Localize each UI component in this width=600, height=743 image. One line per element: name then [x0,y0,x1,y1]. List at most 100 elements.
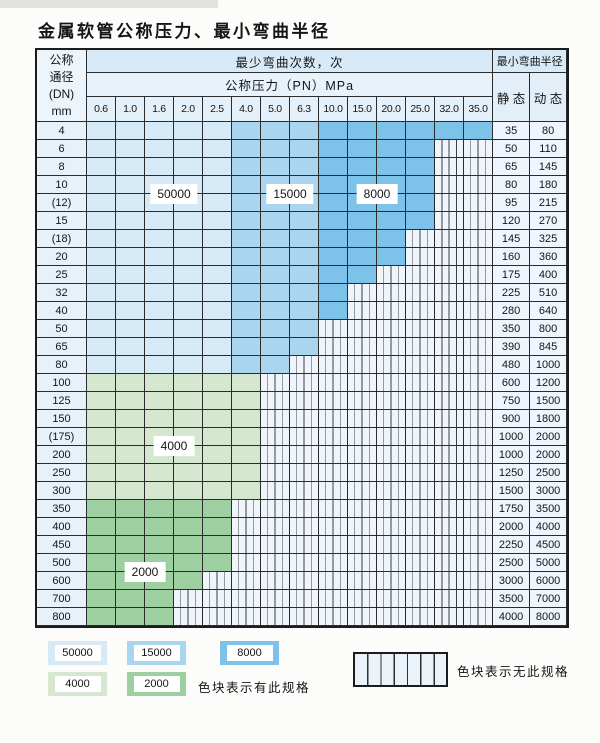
spec-cell-available [87,230,116,248]
spec-cell-available [290,122,319,140]
spec-cell-available [261,212,290,230]
spec-cell-unavailable [319,500,348,518]
spec-cell-available [319,140,348,158]
dn-cell: 25 [37,266,87,284]
spec-cell-available [232,284,261,302]
legend-unavailable-label: 色块表示无此规格 [457,665,570,679]
dynamic-radius-cell: 1000 [530,356,568,374]
spec-cell-unavailable [435,464,464,482]
dn-cell: 15 [37,212,87,230]
spec-cell-available [116,158,145,176]
dn-cell: 20 [37,248,87,266]
pressure-col-header: 1.6 [145,97,174,122]
spec-cell-available [377,122,406,140]
spec-cell-unavailable [377,536,406,554]
dynamic-radius-cell: 4500 [530,536,568,554]
pressure-col-header: 4.0 [232,97,261,122]
spec-cell-available [116,374,145,392]
spec-cell-available [261,140,290,158]
page-title: 金属软管公称压力、最小弯曲半径 [38,22,331,41]
pressure-col-header: 25.0 [406,97,435,122]
spec-cell-unavailable [203,590,232,608]
spec-cell-unavailable [319,410,348,428]
spec-cell-unavailable [377,284,406,302]
spec-cell-unavailable [290,482,319,500]
spec-cell-available [203,482,232,500]
spec-cell-unavailable [377,374,406,392]
spec-cell-unavailable [348,338,377,356]
spec-cell-unavailable [290,464,319,482]
dn-cell: 100 [37,374,87,392]
spec-cell-available [87,590,116,608]
spec-cell-unavailable [261,428,290,446]
spec-cell-available [174,464,203,482]
legend: 50000 15000 8000 4000 2000 色块表示有此规格 色块表示… [0,641,600,713]
spec-cell-available [116,122,145,140]
spec-cell-unavailable [464,140,494,158]
spec-cell-available [319,302,348,320]
spec-cell-available [203,518,232,536]
spec-cell-unavailable [464,248,494,266]
spec-cell-unavailable [406,410,435,428]
spec-cell-unavailable [232,572,261,590]
static-radius-cell: 1000 [493,428,531,446]
spec-cell-available [145,212,174,230]
spec-cell-unavailable [435,194,464,212]
spec-cell-unavailable [435,554,464,572]
static-radius-cell: 480 [493,356,531,374]
spec-cell-unavailable [261,518,290,536]
spec-cell-available [145,356,174,374]
spec-cell-unavailable [348,572,377,590]
spec-cell-unavailable [232,554,261,572]
spec-cell-available [232,158,261,176]
pressure-col-header: 35.0 [464,97,494,122]
spec-cell-unavailable [464,194,494,212]
spec-cell-available [319,266,348,284]
dynamic-radius-cell: 270 [530,212,568,230]
spec-cell-available [87,356,116,374]
spec-cell-available [87,500,116,518]
spec-cell-available [232,482,261,500]
spec-cell-unavailable [174,590,203,608]
spec-cell-available [319,158,348,176]
spec-cell-unavailable [406,392,435,410]
spec-cell-available [377,248,406,266]
spec-cell-unavailable [319,464,348,482]
spec-cell-unavailable [435,230,464,248]
spec-cell-available [87,176,116,194]
dn-cell: 450 [37,536,87,554]
legend-available-label: 色块表示有此规格 [198,681,311,695]
pressure-col-header: 1.0 [116,97,145,122]
spec-cell-available [232,446,261,464]
legend-unavailable-swatch [353,652,448,687]
spec-cell-available [174,338,203,356]
spec-cell-unavailable [377,608,406,626]
dynamic-radius-cell: 4000 [530,518,568,536]
table-row: 100 600 1200 [37,374,568,392]
spec-cell-unavailable [261,392,290,410]
spec-cell-unavailable [348,536,377,554]
spec-cell-unavailable [406,338,435,356]
spec-cell-unavailable [406,536,435,554]
spec-cell-unavailable [435,428,464,446]
spec-cell-available [116,194,145,212]
spec-cell-unavailable [435,212,464,230]
header-row-2: 公称压力（PN）MPa 静 态 动 态 [37,73,568,122]
spec-cell-available [145,320,174,338]
spec-cell-available [116,320,145,338]
spec-cell-unavailable [464,356,494,374]
spec-cell-available [116,428,145,446]
spec-cell-available [261,230,290,248]
spec-cell-unavailable [290,428,319,446]
spec-cell-available [87,140,116,158]
static-radius-cell: 4000 [493,608,531,626]
spec-table: 公称 通径 (DN) mm 最少弯曲次数，次 最小弯曲半径 公称压力（PN）MPa 静… [35,48,570,628]
spec-cell-unavailable [377,356,406,374]
zone-count-label: 50000 [150,184,198,204]
spec-cell-unavailable [319,608,348,626]
spec-cell-unavailable [319,338,348,356]
spec-cell-available [116,140,145,158]
spec-cell-unavailable [232,536,261,554]
static-header: 静 态 [493,73,531,122]
dynamic-radius-cell: 2000 [530,428,568,446]
